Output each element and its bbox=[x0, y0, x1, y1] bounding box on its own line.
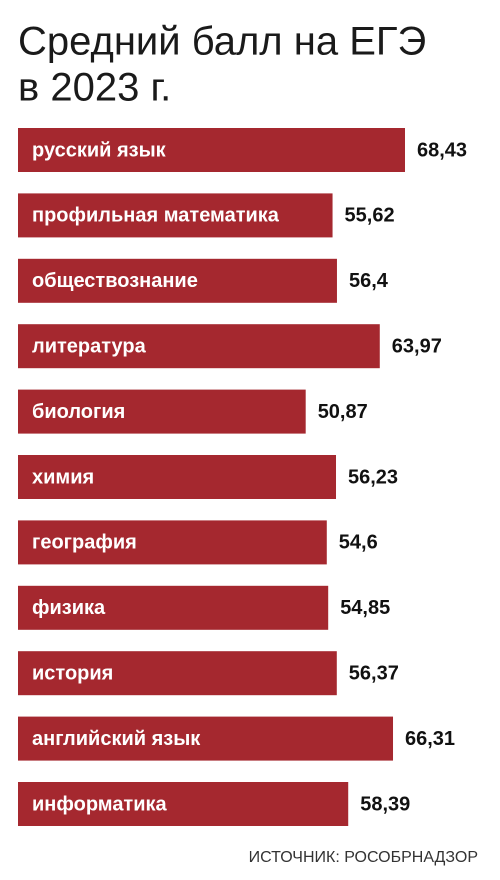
bar bbox=[18, 128, 405, 172]
value-label: 66,31 bbox=[405, 728, 455, 750]
category-label: история bbox=[32, 662, 113, 684]
value-label: 54,6 bbox=[339, 532, 378, 554]
bar bbox=[18, 455, 337, 499]
category-label: география bbox=[32, 532, 137, 554]
value-label: 63,97 bbox=[392, 335, 442, 357]
category-label: литература bbox=[32, 335, 147, 357]
category-label: английский язык bbox=[32, 728, 201, 750]
category-label: русский язык bbox=[32, 139, 167, 161]
bar bbox=[18, 324, 380, 369]
bar bbox=[18, 585, 329, 630]
value-label: 56,4 bbox=[349, 270, 389, 292]
bar bbox=[18, 520, 327, 565]
value-label: 55,62 bbox=[345, 205, 395, 227]
category-label: биология bbox=[32, 401, 125, 423]
bar bbox=[18, 258, 337, 303]
chart-title: Средний балл на ЕГЭ bbox=[18, 20, 426, 64]
category-label: информатика bbox=[32, 793, 168, 815]
value-label: 56,37 bbox=[349, 662, 399, 684]
chart-title: в 2023 г. bbox=[18, 66, 171, 110]
bar bbox=[18, 782, 349, 826]
source: ИСТОЧНИК: РОСОБРНАДЗОР bbox=[249, 849, 478, 866]
category-label: химия bbox=[32, 466, 94, 488]
category-label: обществознание bbox=[32, 270, 198, 292]
value-label: 50,87 bbox=[318, 401, 368, 423]
bar bbox=[18, 716, 394, 761]
value-label: 58,39 bbox=[360, 793, 410, 815]
bar bbox=[18, 651, 337, 696]
category-label: профильная математика bbox=[32, 205, 280, 227]
value-label: 54,85 bbox=[340, 597, 390, 619]
value-label: 56,23 bbox=[348, 466, 398, 488]
category-label: физика bbox=[32, 597, 106, 619]
value-label: 68,43 bbox=[417, 139, 467, 161]
bar bbox=[18, 193, 333, 238]
bar bbox=[18, 389, 306, 434]
